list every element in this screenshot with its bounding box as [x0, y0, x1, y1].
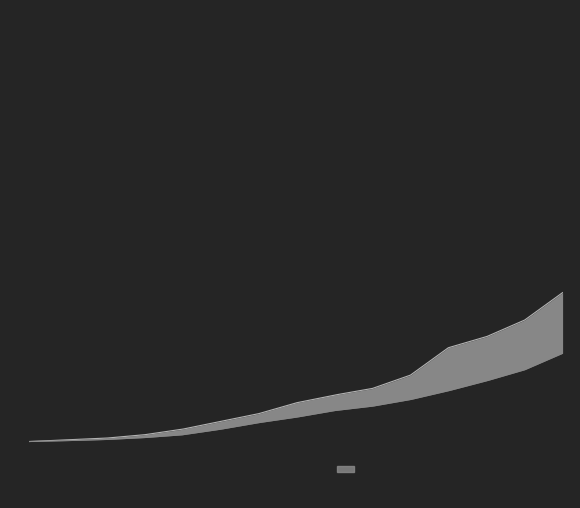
Legend: : [334, 462, 364, 478]
